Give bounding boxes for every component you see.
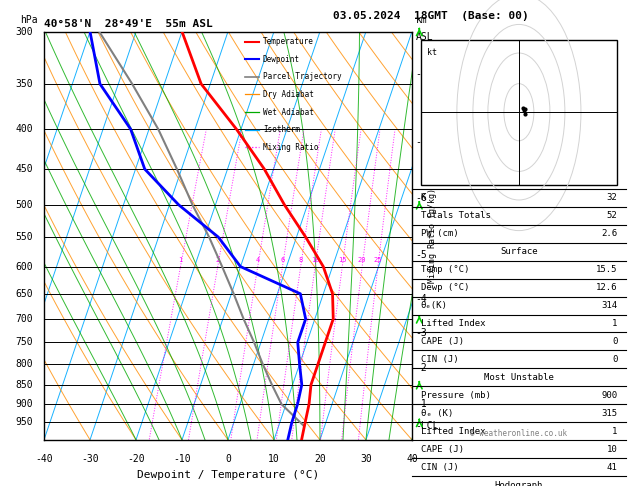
Text: CIN (J): CIN (J)	[421, 355, 458, 364]
Text: -2: -2	[416, 364, 427, 373]
Text: -20: -20	[127, 454, 145, 464]
Text: Dry Adiabat: Dry Adiabat	[263, 90, 314, 99]
Text: 0: 0	[225, 454, 231, 464]
Text: 10: 10	[268, 454, 280, 464]
Text: 8: 8	[299, 258, 303, 263]
Text: Lifted Index: Lifted Index	[421, 319, 485, 328]
Text: Temp (°C): Temp (°C)	[421, 265, 469, 274]
Text: PW (cm): PW (cm)	[421, 229, 458, 238]
Text: 0: 0	[612, 355, 617, 364]
Text: 350: 350	[15, 79, 33, 89]
Text: 900: 900	[601, 391, 617, 400]
Text: 300: 300	[15, 27, 33, 36]
Text: Mixing Ratio (g/kg): Mixing Ratio (g/kg)	[428, 188, 437, 283]
Text: hPa: hPa	[20, 16, 38, 25]
Text: 15: 15	[338, 258, 347, 263]
Text: 10: 10	[311, 258, 320, 263]
Text: -6: -6	[416, 193, 427, 203]
Text: 32: 32	[606, 193, 617, 202]
Text: 15.5: 15.5	[596, 265, 617, 274]
Text: km: km	[416, 16, 427, 25]
Text: Totals Totals: Totals Totals	[421, 211, 491, 220]
Text: CIN (J): CIN (J)	[421, 463, 458, 472]
Text: Pressure (mb): Pressure (mb)	[421, 391, 491, 400]
Text: Mixing Ratio: Mixing Ratio	[263, 142, 318, 152]
Text: kt: kt	[427, 48, 437, 57]
Text: Wet Adiabat: Wet Adiabat	[263, 107, 314, 117]
Text: K: K	[421, 193, 426, 202]
Text: Parcel Trajectory: Parcel Trajectory	[263, 72, 342, 81]
Text: 25: 25	[374, 258, 382, 263]
Text: 450: 450	[15, 164, 33, 174]
Text: 0: 0	[612, 337, 617, 346]
Text: 40: 40	[406, 454, 418, 464]
Text: 800: 800	[15, 359, 33, 369]
Text: 314: 314	[601, 301, 617, 310]
Text: CAPE (J): CAPE (J)	[421, 445, 464, 454]
Text: © weatheronline.co.uk: © weatheronline.co.uk	[470, 429, 567, 438]
Text: 20: 20	[358, 258, 367, 263]
Text: 4: 4	[255, 258, 260, 263]
Text: 850: 850	[15, 380, 33, 390]
Text: ASL: ASL	[416, 32, 433, 42]
Text: Dewp (°C): Dewp (°C)	[421, 283, 469, 292]
Text: -4: -4	[416, 294, 427, 304]
Text: -7: -7	[416, 137, 427, 147]
Text: -10: -10	[173, 454, 191, 464]
Bar	[421, 40, 617, 185]
Text: 500: 500	[15, 200, 33, 210]
Text: 550: 550	[15, 232, 33, 242]
Text: 400: 400	[15, 124, 33, 134]
Text: 6: 6	[281, 258, 284, 263]
Text: Hodograph: Hodograph	[495, 481, 543, 486]
Text: CAPE (J): CAPE (J)	[421, 337, 464, 346]
Text: 1: 1	[179, 258, 182, 263]
Text: 600: 600	[15, 261, 33, 272]
Text: 700: 700	[15, 314, 33, 324]
Text: 40°58'N  28°49'E  55m ASL: 40°58'N 28°49'E 55m ASL	[44, 19, 213, 30]
Text: -30: -30	[81, 454, 99, 464]
Text: 1: 1	[612, 427, 617, 436]
Text: 20: 20	[314, 454, 326, 464]
Text: 41: 41	[606, 463, 617, 472]
Text: 2: 2	[216, 258, 220, 263]
Text: 650: 650	[15, 289, 33, 299]
Text: 950: 950	[15, 417, 33, 428]
Text: 52: 52	[606, 211, 617, 220]
Text: Lifted Index: Lifted Index	[421, 427, 485, 436]
Text: -8: -8	[416, 69, 427, 79]
Text: 30: 30	[360, 454, 372, 464]
Text: Surface: Surface	[500, 247, 538, 256]
Text: θₑ (K): θₑ (K)	[421, 409, 453, 418]
Text: 750: 750	[15, 337, 33, 347]
Text: 1: 1	[612, 319, 617, 328]
Text: Isotherm: Isotherm	[263, 125, 300, 134]
Text: Most Unstable: Most Unstable	[484, 373, 554, 382]
Text: 12.6: 12.6	[596, 283, 617, 292]
Text: -40: -40	[35, 454, 53, 464]
Text: 2.6: 2.6	[601, 229, 617, 238]
Text: Temperature: Temperature	[263, 37, 314, 46]
Text: 03.05.2024  18GMT  (Base: 00): 03.05.2024 18GMT (Base: 00)	[333, 11, 529, 21]
Text: 900: 900	[15, 399, 33, 409]
Text: Dewpoint / Temperature (°C): Dewpoint / Temperature (°C)	[137, 470, 319, 481]
Text: 315: 315	[601, 409, 617, 418]
Text: -1: -1	[416, 399, 427, 409]
Text: Dewpoint: Dewpoint	[263, 55, 300, 64]
Text: -5: -5	[416, 250, 427, 260]
Text: 10: 10	[606, 445, 617, 454]
Text: θₑ(K): θₑ(K)	[421, 301, 447, 310]
Text: -LCL: -LCL	[416, 421, 439, 431]
Text: -3: -3	[416, 328, 427, 338]
